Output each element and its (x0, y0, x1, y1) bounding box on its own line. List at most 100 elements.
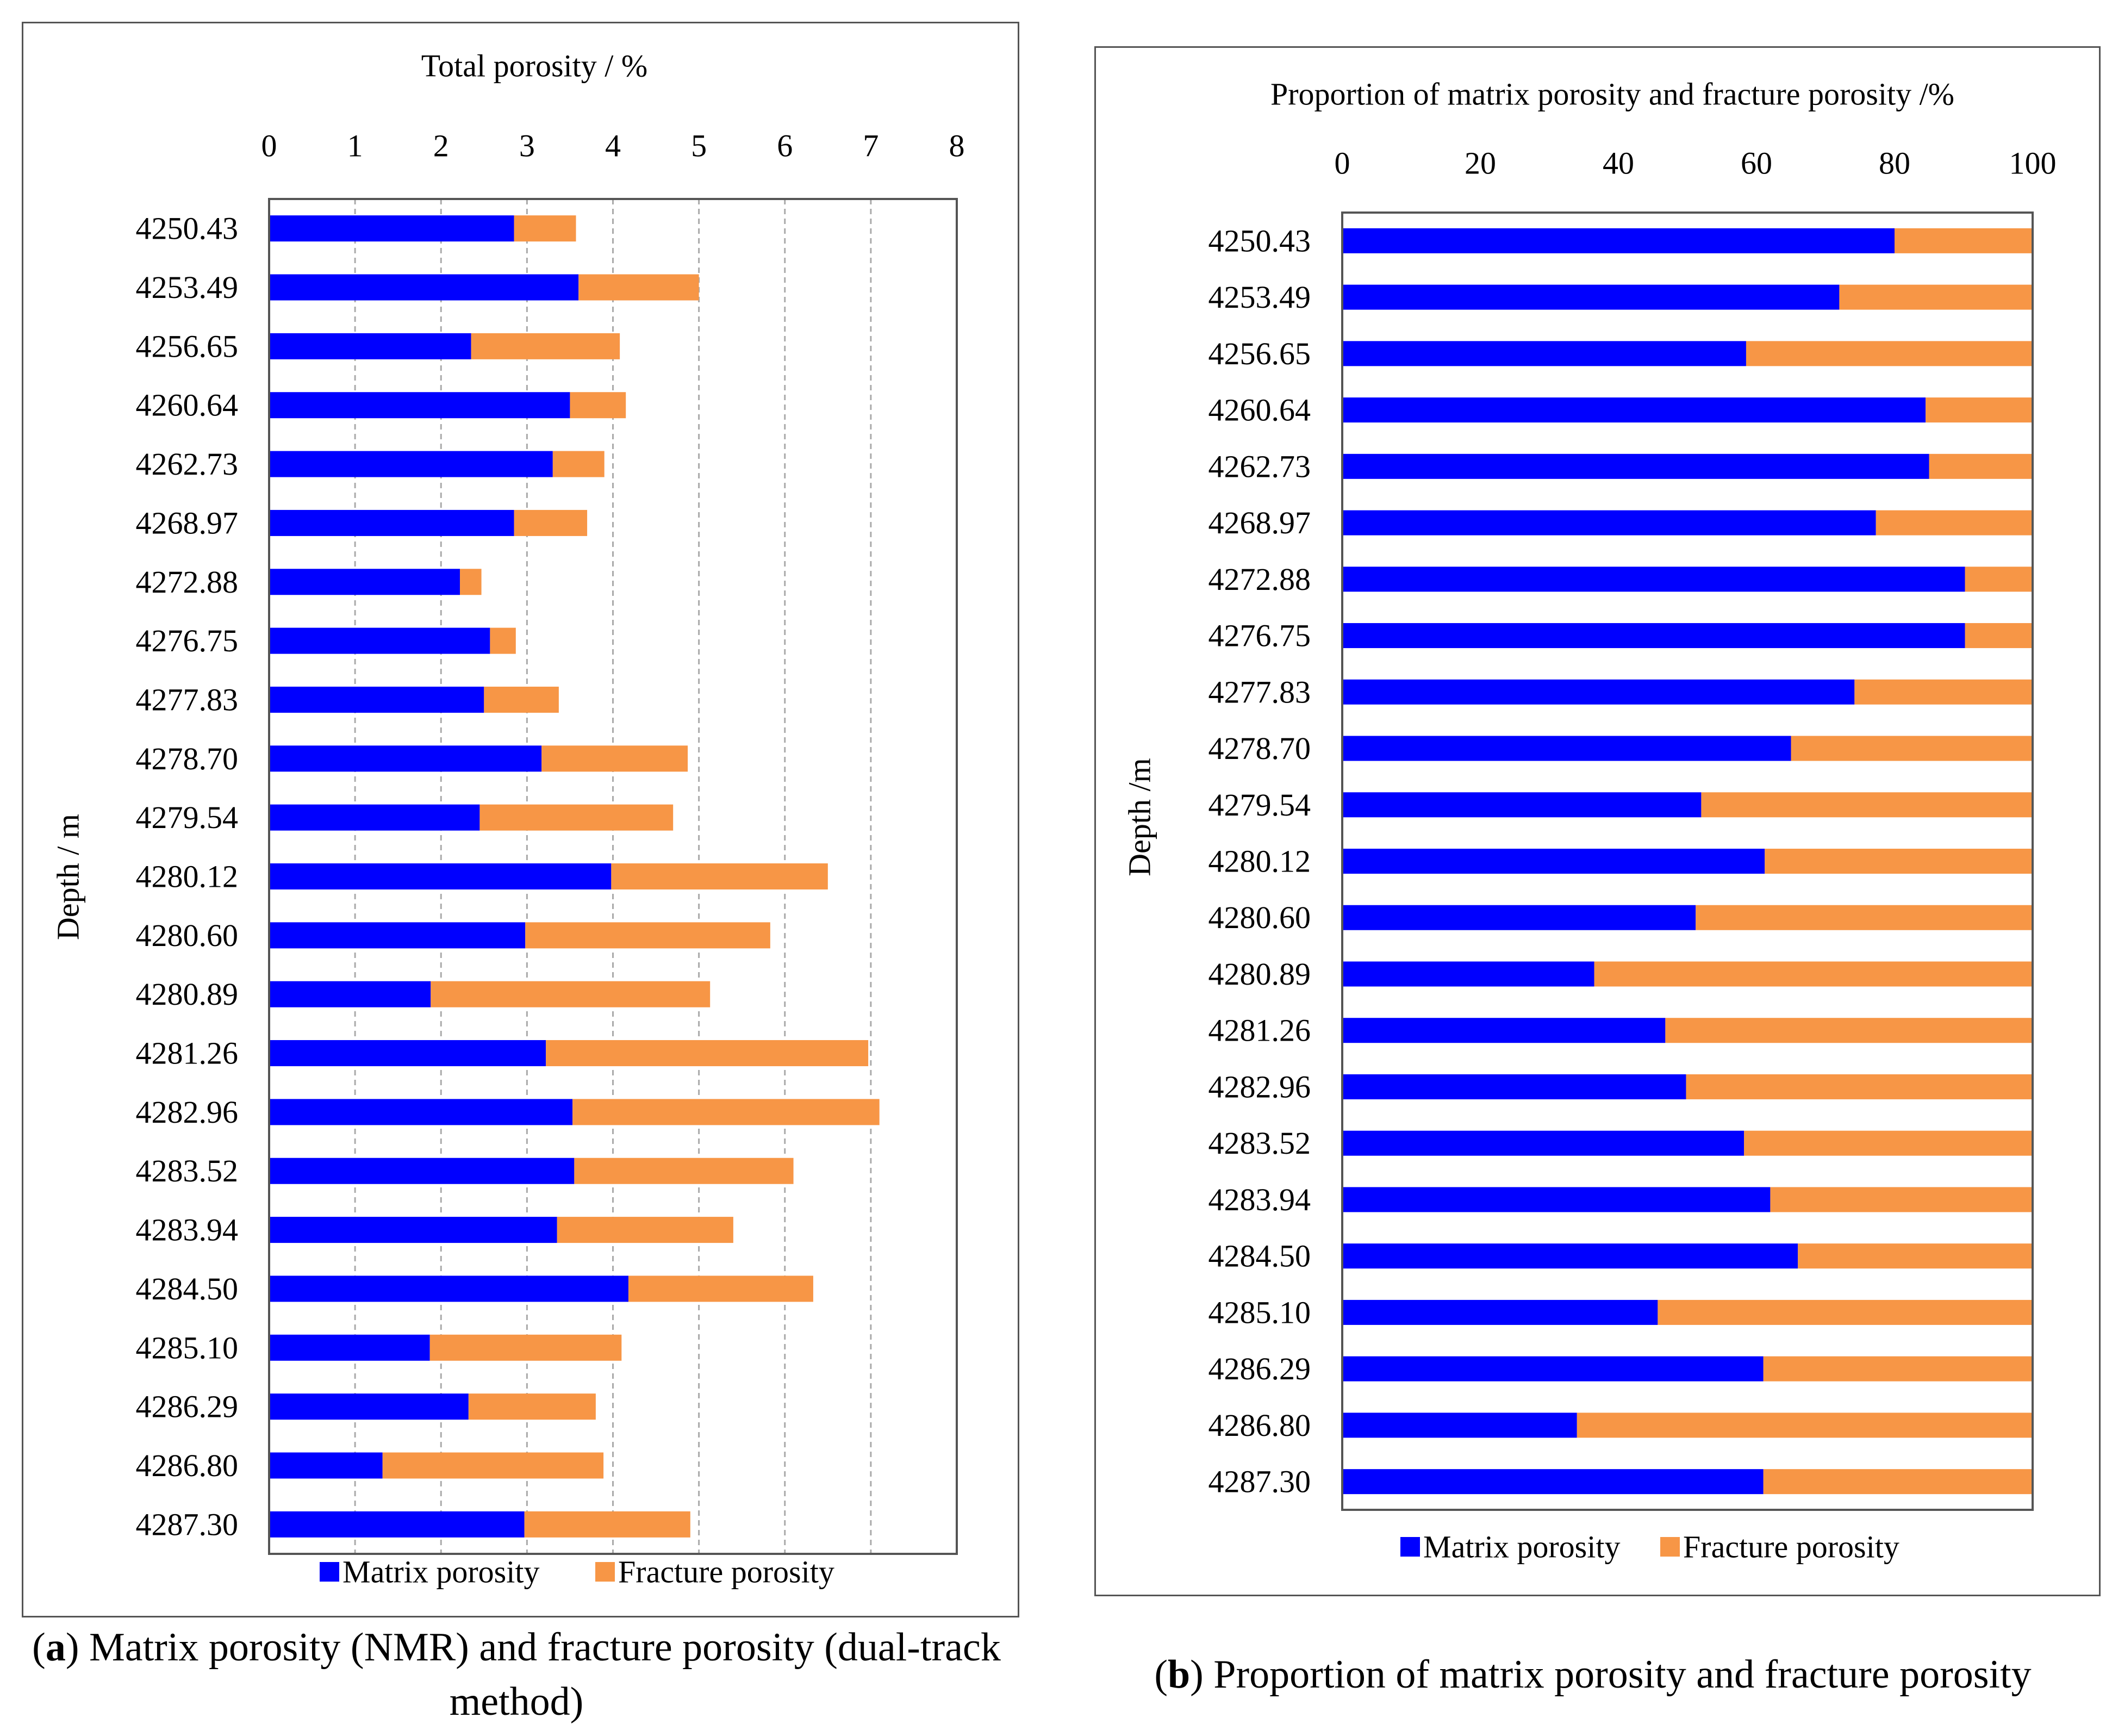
fracture-porosity-bar (1665, 1018, 2033, 1043)
matrix-porosity-bar (269, 686, 484, 713)
fracture-porosity-bar (431, 981, 711, 1007)
fracture-porosity-bar (468, 1393, 596, 1420)
fracture-porosity-bar (557, 1217, 733, 1243)
chart-b: 4250.43 4253.49 4256.65 4260.64 4262.73 4268.… (1122, 77, 2057, 1565)
matrix-porosity-bar (269, 333, 471, 359)
fracture-porosity-bar (552, 451, 605, 477)
matrix-porosity-bar (1342, 1469, 1764, 1495)
depth-tick-label: 4287.30 (136, 1507, 239, 1542)
matrix-porosity-bar (269, 1040, 546, 1067)
fracture-porosity-bar (1746, 341, 2033, 366)
x-tick-label: 20 (1465, 146, 1496, 181)
depth-tick-label: 4276.75 (136, 623, 239, 658)
y-axis-title: Depth /m (1122, 758, 1157, 876)
depth-tick-label: 4278.70 (136, 741, 239, 776)
fracture-porosity-bar (524, 1511, 690, 1538)
x-tick-label: 80 (1879, 146, 1910, 181)
fracture-porosity-bar (1686, 1074, 2033, 1099)
x-tick-label: 1 (347, 128, 363, 164)
matrix-porosity-bar (1342, 792, 1702, 818)
depth-tick-label: 4279.54 (136, 800, 239, 835)
plot-frame (1341, 211, 2034, 1511)
matrix-porosity-bar (269, 1275, 628, 1302)
matrix-porosity-bar (269, 215, 514, 242)
fracture-porosity-bar (1854, 679, 2033, 705)
depth-tick-label: 4282.96 (136, 1094, 239, 1130)
chart-panel-b: 4250.43 4253.49 4256.65 4260.64 4262.73 4268.… (1094, 46, 2101, 1596)
depth-tick-label: 4284.50 (1208, 1239, 1311, 1274)
depth-tick-label: 4286.29 (1208, 1351, 1311, 1386)
fracture-porosity-bar (1965, 567, 2033, 592)
matrix-porosity-bar (269, 1334, 430, 1361)
fracture-porosity-bar (546, 1040, 869, 1067)
depth-tick-label: 4281.26 (1208, 1013, 1311, 1048)
caption-b-letter: b (1167, 1652, 1191, 1697)
x-tick-label: 5 (691, 128, 707, 164)
depth-tick-label: 4282.96 (1208, 1069, 1311, 1104)
fracture-porosity-bar (1701, 792, 2033, 818)
matrix-porosity-bar (1342, 1413, 1577, 1438)
x-tick-label: 4 (605, 128, 621, 164)
depth-tick-label: 4286.80 (1208, 1408, 1311, 1443)
matrix-porosity-bar (269, 392, 570, 419)
fracture-porosity-bar (570, 392, 626, 419)
depth-tick-label: 4262.73 (136, 446, 239, 482)
matrix-porosity-bar (269, 1217, 557, 1243)
matrix-porosity-bar (269, 863, 612, 889)
matrix-porosity-bar (1342, 284, 1840, 310)
fracture-porosity-bar (1791, 736, 2033, 761)
matrix-porosity-bar (1342, 623, 1965, 649)
matrix-porosity-bar (1342, 1243, 1798, 1269)
matrix-porosity-bar (1342, 905, 1696, 930)
depth-tick-label: 4256.65 (136, 328, 239, 364)
fracture-porosity-bar (541, 745, 688, 772)
matrix-porosity-bar (269, 451, 553, 477)
legend-label-matrix: Matrix porosity (1423, 1529, 1620, 1565)
fracture-porosity-bar (572, 1099, 880, 1125)
fracture-porosity-bar (578, 274, 699, 301)
fracture-porosity-bar (460, 569, 482, 595)
legend-swatch-matrix (320, 1562, 339, 1582)
matrix-porosity-bar (269, 509, 514, 536)
x-tick-label: 6 (777, 128, 793, 164)
fracture-porosity-bar (1765, 849, 2033, 874)
matrix-porosity-bar (269, 274, 579, 301)
depth-tick-label: 4280.89 (136, 976, 239, 1012)
fracture-porosity-bar (1929, 453, 2033, 479)
fracture-porosity-bar (1798, 1243, 2033, 1269)
depth-tick-label: 4280.12 (136, 859, 239, 894)
caption-a-letter: a (45, 1625, 66, 1670)
fracture-porosity-bar (471, 333, 620, 359)
depth-tick-label: 4286.80 (136, 1448, 239, 1483)
fracture-porosity-bar (1658, 1299, 2033, 1325)
depth-tick-label: 4283.52 (136, 1153, 239, 1189)
fracture-porosity-bar (611, 863, 828, 889)
depth-tick-label: 4276.75 (1208, 618, 1311, 654)
fracture-porosity-bar (1763, 1469, 2033, 1495)
depth-tick-label: 4280.60 (1208, 900, 1311, 935)
depth-tick-label: 4285.10 (1208, 1295, 1311, 1330)
matrix-porosity-bar (269, 1158, 575, 1184)
fracture-porosity-bar (1770, 1187, 2033, 1212)
fracture-porosity-bar (574, 1158, 794, 1184)
fracture-porosity-bar (514, 215, 576, 242)
matrix-porosity-bar (269, 745, 542, 772)
depth-tick-label: 4268.97 (136, 505, 239, 540)
fracture-porosity-bar (382, 1452, 604, 1479)
chart-panel-a: 4250.43 4253.49 4256.65 4260.64 4262.73 4268.… (22, 22, 1019, 1617)
fracture-porosity-bar (1965, 623, 2033, 649)
x-axis-title: Total porosity / % (421, 48, 647, 84)
fracture-porosity-bar (1744, 1130, 2033, 1156)
depth-tick-label: 4283.94 (1208, 1182, 1311, 1217)
depth-tick-label: 4286.29 (136, 1389, 239, 1424)
x-tick-label: 0 (261, 128, 277, 164)
matrix-porosity-bar (1342, 961, 1594, 987)
caption-a-text: Matrix porosity (NMR) and fracture poros… (89, 1625, 1001, 1724)
fracture-porosity-bar (1876, 510, 2033, 536)
matrix-porosity-bar (269, 1099, 573, 1125)
matrix-porosity-bar (269, 569, 460, 595)
chart-a: 4250.43 4253.49 4256.65 4260.64 4262.73 4268.… (51, 48, 965, 1590)
caption-b-text: Proportion of matrix porosity and fractu… (1213, 1652, 2032, 1697)
x-axis-title: Proportion of matrix porosity and fractu… (1270, 77, 1954, 112)
legend-label-fracture: Fracture porosity (1683, 1529, 1899, 1565)
